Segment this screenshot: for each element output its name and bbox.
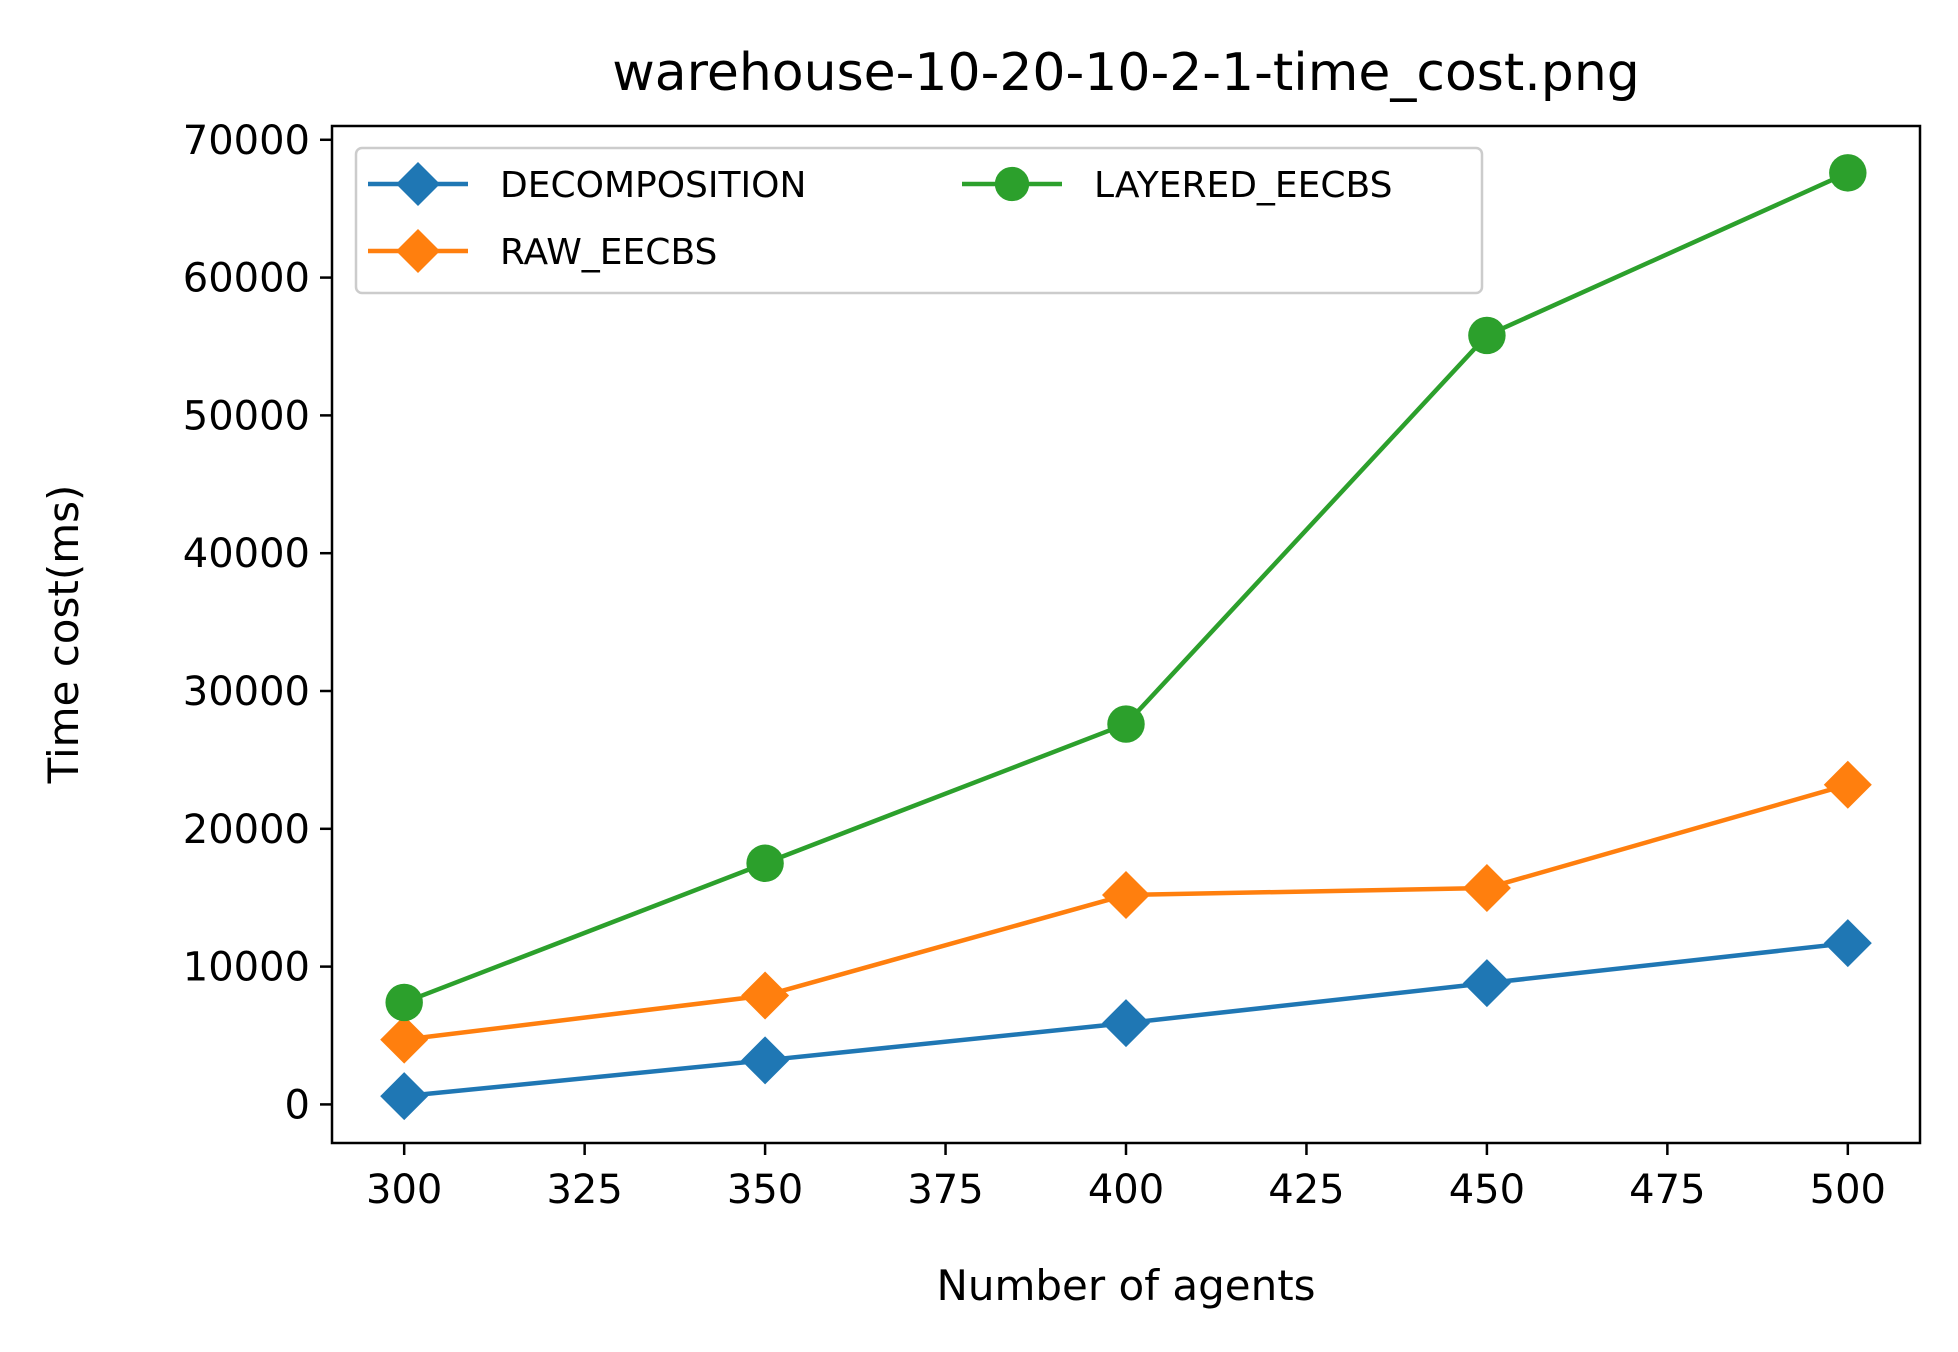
data-point-decomposition [1102,999,1150,1048]
x-tick-label: 450 [1449,1167,1525,1213]
x-tick-label: 425 [1268,1167,1344,1213]
y-tick-label: 10000 [183,945,310,991]
y-tick-label: 70000 [183,118,310,164]
data-point-raw-eecbs [741,971,790,1020]
plot-frame [330,124,1922,1145]
x-tick-label: 350 [727,1167,803,1213]
legend-marker-layered-eecbs [994,166,1030,202]
legend-label-layered-eecbs: LAYERED_EECBS [1094,165,1392,206]
x-tick-label: 500 [1810,1167,1886,1213]
chart-title: warehouse-10-20-10-2-1-time_cost.png [612,43,1640,103]
x-tick-label: 400 [1088,1167,1164,1213]
data-point-layered-eecbs [1107,705,1145,743]
y-axis-ticks: 0 10000 20000 30000 40000 50000 60000 70000 [183,118,332,1128]
x-tick-label: 300 [366,1167,442,1213]
x-tick-label: 375 [907,1167,983,1213]
data-point-decomposition [1823,919,1872,968]
x-axis-ticks: 300 325 350 375 400 425 450 475 500 [366,1143,1886,1213]
data-point-layered-eecbs [385,983,423,1022]
y-tick-label: 0 [285,1082,310,1128]
data-point-raw-eecbs [1102,870,1150,919]
data-point-layered-eecbs [1468,316,1506,355]
data-point-raw-eecbs [1823,760,1872,809]
x-tick-label: 325 [546,1167,622,1213]
data-point-decomposition [380,1072,429,1121]
x-axis-label: Number of agents [936,1261,1315,1310]
y-tick-label: 50000 [183,393,310,439]
legend-label-decomposition: DECOMPOSITION [500,165,806,206]
legend-marker-raw-eecbs [396,229,440,273]
legend-box [354,146,1484,295]
data-point-raw-eecbs [380,1015,429,1064]
data-point-layered-eecbs [1829,154,1867,192]
data-point-decomposition [741,1036,790,1085]
y-tick-label: 20000 [183,807,310,853]
legend-label-raw-eecbs: RAW_EECBS [500,232,717,273]
legend-marker-decomposition [396,162,440,206]
legend: DECOMPOSITION RAW_EECBS LAYERED_EECBS [354,146,1484,295]
data-point-layered-eecbs [746,844,784,882]
x-tick-label: 475 [1629,1167,1705,1213]
y-axis-label: Time cost(ms) [39,485,88,785]
y-tick-label: 30000 [183,669,310,715]
series-layer [380,154,1872,1121]
data-point-raw-eecbs [1462,864,1511,913]
y-tick-label: 60000 [183,256,310,302]
y-tick-label: 40000 [183,531,310,577]
data-point-decomposition [1462,959,1511,1008]
